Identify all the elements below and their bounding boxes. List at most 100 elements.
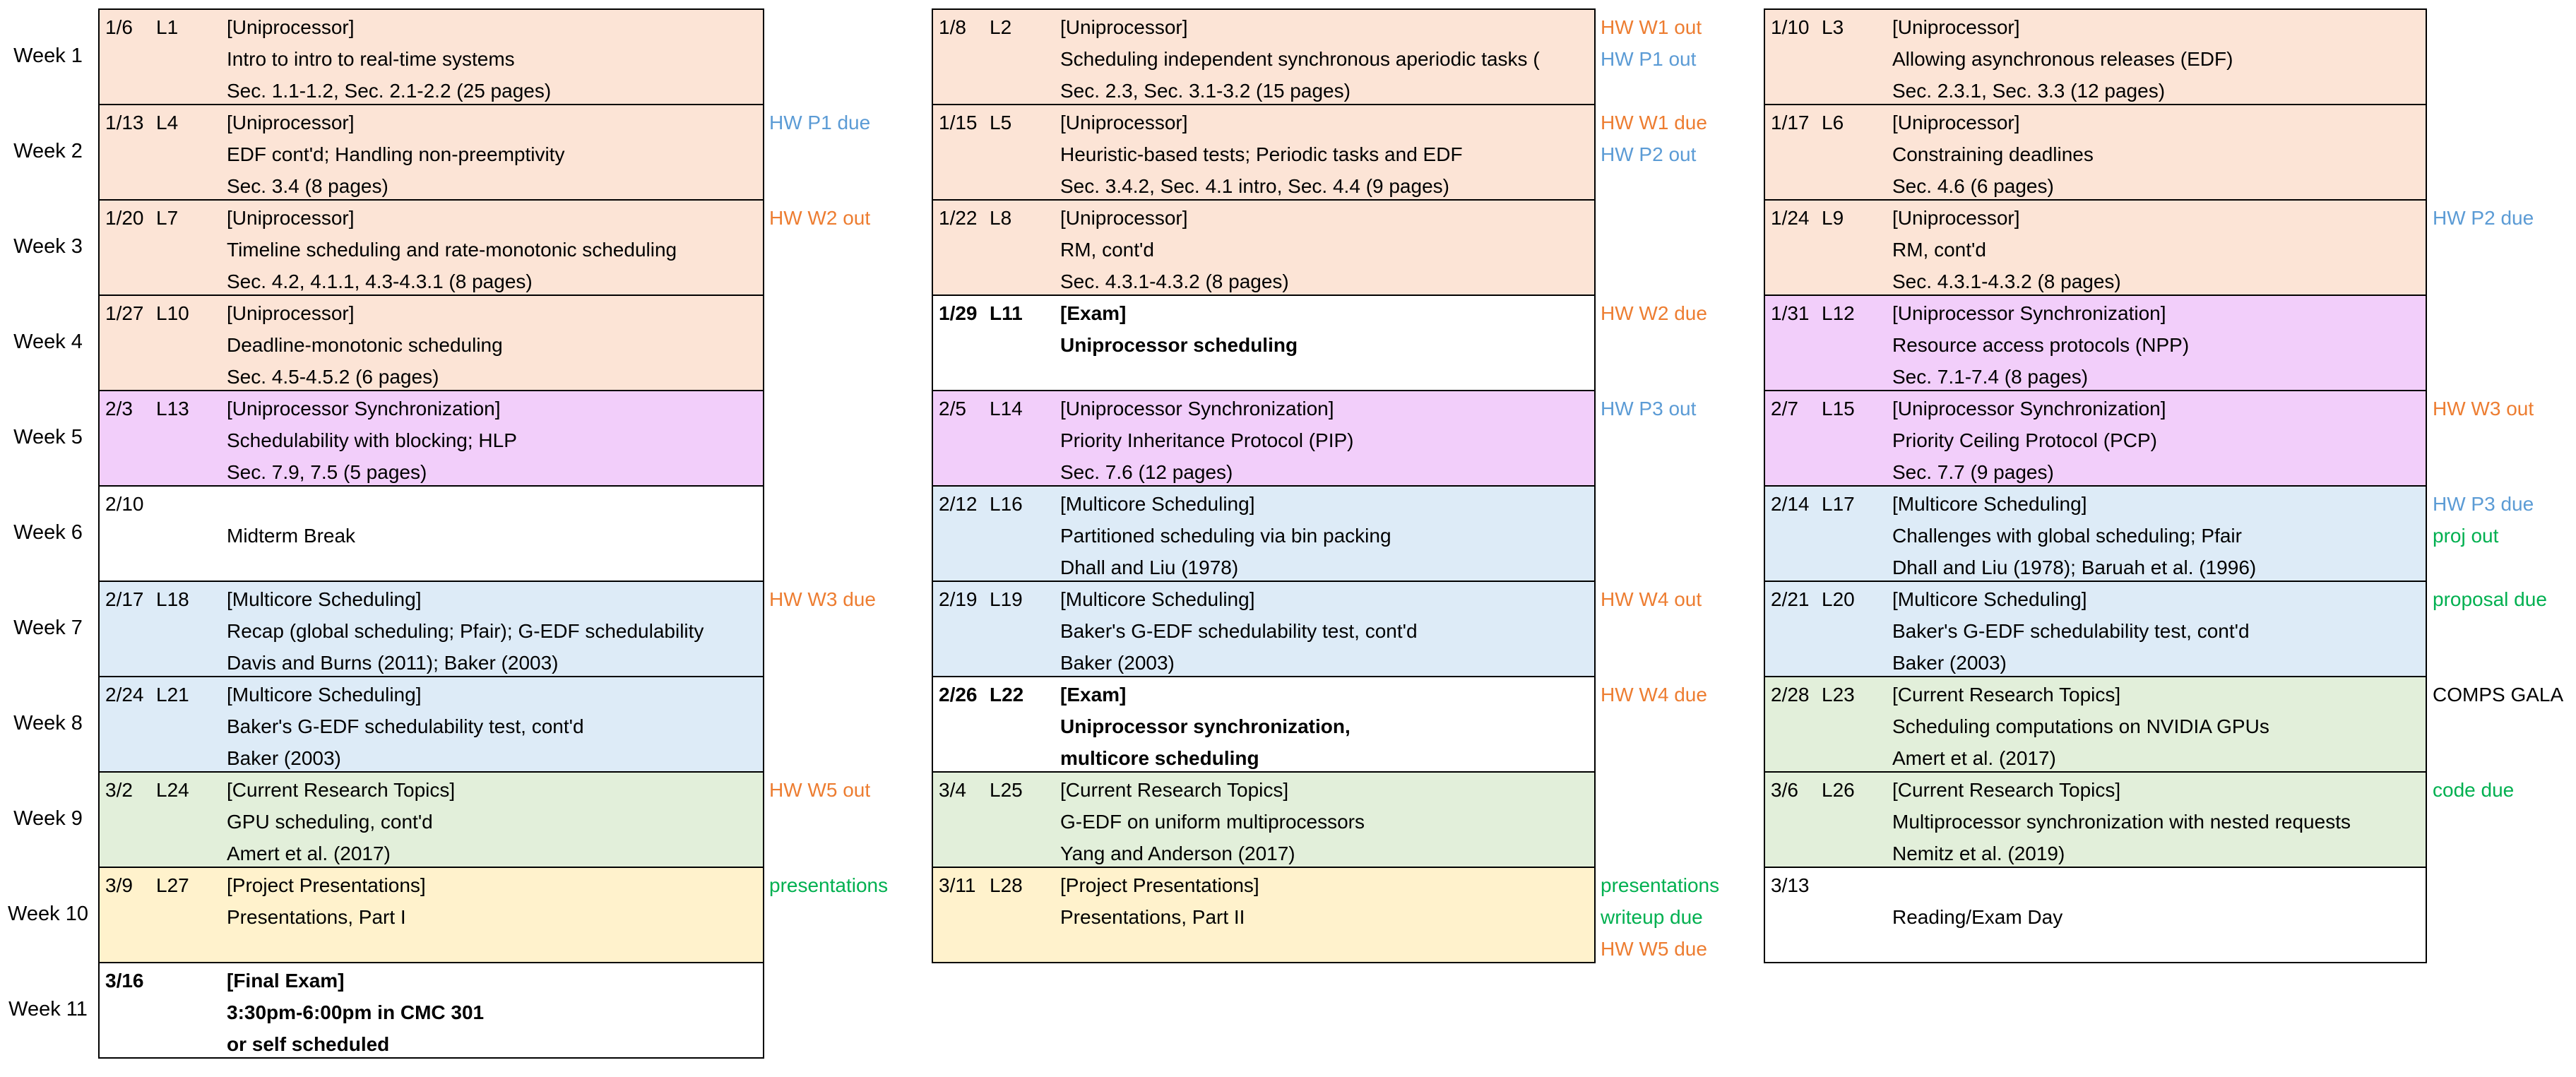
lecture-description: [Uniprocessor] Intro to intro to real-tim… — [227, 11, 552, 104]
lecture-row: 2/5 L14 [Uniprocessor Synchronization] Prio… — [932, 390, 1596, 487]
lecture-description: [Multicore Scheduling] Baker's G-EDF sche… — [1892, 583, 2250, 676]
lecture-description: [Project Presentations] Presentations, Pa… — [227, 869, 426, 962]
assignment-notes: HW W3 due — [769, 583, 876, 615]
lecture-number: L14 — [990, 398, 1023, 420]
lecture-row: 2/19 L19 [Multicore Scheduling] Baker's G-E… — [932, 581, 1596, 677]
lecture-row: 1/22 L8 [Uniprocessor] RM, cont'd Sec. 4.3.1… — [932, 199, 1596, 296]
lecture-topic: [Uniprocessor Synchronization] — [227, 398, 501, 420]
lecture-number: L6 — [1822, 112, 1844, 133]
lecture-number: L7 — [156, 207, 179, 229]
lecture-row: 1/17 L6 [Uniprocessor] Constraining deadlin… — [1764, 104, 2427, 201]
lecture-topic: [Project Presentations] — [227, 874, 426, 896]
lecture-title: G-EDF on uniform multiprocessors — [1060, 811, 1365, 833]
lecture-date: 2/28 — [1771, 684, 1810, 706]
lecture-date: 3/11 — [939, 874, 976, 896]
lecture-date: 1/24 — [1771, 207, 1810, 229]
lecture-description: [Uniprocessor] Heuristic-based tests; Per… — [1060, 107, 1463, 199]
lecture-row: 3/6 L26 [Current Research Topics] Multiproc… — [1764, 771, 2427, 868]
assignment-note: HW P2 due — [2433, 207, 2534, 229]
assignment-notes: proposal due — [2433, 583, 2547, 615]
lecture-reading: Sec. 7.9, 7.5 (5 pages) — [227, 461, 427, 483]
lecture-description: [Multicore Scheduling] Baker's G-EDF sche… — [1060, 583, 1418, 676]
lecture-date: 1/13 — [105, 112, 144, 133]
lecture-title: RM, cont'd — [1892, 239, 1986, 261]
lecture-row: 3/2 L24 [Current Research Topics] GPU sched… — [98, 771, 764, 868]
lecture-reading: Sec. 2.3, Sec. 3.1-3.2 (15 pages) — [1060, 80, 1351, 102]
lecture-date: 1/10 — [1771, 16, 1810, 38]
lecture-row: 1/6 L1 [Uniprocessor] Intro to intro to rea… — [98, 8, 764, 105]
lecture-topic: [Current Research Topics] — [1060, 779, 1289, 801]
lecture-number: L20 — [1822, 588, 1855, 610]
lecture-number: L1 — [156, 16, 179, 38]
assignment-note: HW W4 out — [1601, 588, 1702, 610]
assignment-note: HW W1 due — [1601, 112, 1707, 133]
assignment-note: proj out — [2433, 525, 2499, 547]
lecture-description: [Uniprocessor] Constraining deadlines Sec.… — [1892, 107, 2094, 199]
week-label: Week 10 — [8, 903, 88, 925]
lecture-title: Multiprocessor synchronization with nest… — [1892, 811, 2351, 833]
lecture-date: 1/22 — [939, 207, 978, 229]
lecture-number: L10 — [156, 302, 189, 324]
lecture-date: 3/6 — [1771, 779, 1798, 801]
lecture-title: Baker's G-EDF schedulability test, cont'… — [1892, 620, 2250, 642]
lecture-title: Baker's G-EDF schedulability test, cont'… — [1060, 620, 1418, 642]
assignment-notes: HW P1 due — [769, 107, 870, 138]
assignment-notes: HW W5 out — [769, 774, 870, 806]
lecture-number: L8 — [990, 207, 1012, 229]
assignment-notes: code due — [2433, 774, 2514, 806]
lecture-topic: [Multicore Scheduling] — [1060, 493, 1255, 515]
lecture-date: 2/14 — [1771, 493, 1810, 515]
lecture-title: Midterm Break — [227, 525, 356, 547]
assignment-note: HW P3 due — [2433, 493, 2534, 515]
lecture-reading — [1060, 361, 1298, 390]
lecture-topic — [227, 488, 355, 520]
lecture-date: 1/31 — [1771, 302, 1810, 324]
lecture-title: Priority Inheritance Protocol (PIP) — [1060, 429, 1354, 451]
lecture-row: 1/24 L9 [Uniprocessor] RM, cont'd Sec. 4.3.1… — [1764, 199, 2427, 296]
lecture-date: 3/2 — [105, 779, 133, 801]
lecture-title: Baker's G-EDF schedulability test, cont'… — [227, 715, 584, 737]
lecture-reading: Davis and Burns (2011); Baker (2003) — [227, 652, 559, 674]
assignment-note: presentations — [1601, 874, 1720, 896]
lecture-title: Presentations, Part II — [1060, 906, 1245, 928]
lecture-title: Scheduling computations on NVIDIA GPUs — [1892, 715, 2269, 737]
lecture-number: L13 — [156, 398, 189, 420]
lecture-row: 1/10 L3 [Uniprocessor] Allowing asynchronou… — [1764, 8, 2427, 105]
lecture-title: Uniprocessor scheduling — [1060, 334, 1298, 356]
week-label: Week 5 — [13, 426, 83, 448]
lecture-topic: [Uniprocessor] — [1060, 112, 1188, 133]
lecture-row: 1/20 L7 [Uniprocessor] Timeline scheduling … — [98, 199, 764, 296]
assignment-note: HW P2 out — [1601, 143, 1697, 165]
assignment-note: writeup due — [1601, 906, 1703, 928]
lecture-reading: Sec. 4.6 (6 pages) — [1892, 175, 2054, 197]
lecture-row: 1/29 L11 [Exam] Uniprocessor scheduling — [932, 294, 1596, 391]
lecture-title: EDF cont'd; Handling non-preemptivity — [227, 143, 565, 165]
lecture-date: 3/13 — [1771, 874, 1810, 896]
lecture-reading: Sec. 2.3.1, Sec. 3.3 (12 pages) — [1892, 80, 2166, 102]
lecture-reading: Sec. 1.1-1.2, Sec. 2.1-2.2 (25 pages) — [227, 80, 552, 102]
lecture-date: 3/4 — [939, 779, 966, 801]
lecture-reading — [1060, 933, 1259, 962]
lecture-row: 2/24 L21 [Multicore Scheduling] Baker's G-E… — [98, 676, 764, 773]
lecture-topic: [Multicore Scheduling] — [227, 684, 422, 706]
lecture-number: L25 — [990, 779, 1023, 801]
assignment-notes: HW P3 out — [1601, 393, 1696, 424]
lecture-reading: or self scheduled — [227, 1033, 390, 1055]
week-label: Week 1 — [13, 44, 83, 67]
lecture-title: Priority Ceiling Protocol (PCP) — [1892, 429, 2157, 451]
lecture-title: Resource access protocols (NPP) — [1892, 334, 2190, 356]
lecture-row: 1/8 L2 [Uniprocessor] Scheduling independen… — [932, 8, 1596, 105]
lecture-description: [Uniprocessor Synchronization] Schedulabi… — [227, 393, 517, 485]
lecture-topic: [Project Presentations] — [1060, 874, 1259, 896]
lecture-description: [Multicore Scheduling] Baker's G-EDF sche… — [227, 679, 584, 771]
assignment-note: COMPS GALA — [2433, 684, 2564, 706]
lecture-reading: Dhall and Liu (1978); Baruah et al. (199… — [1892, 557, 2257, 578]
lecture-topic: [Uniprocessor] — [1892, 207, 2020, 229]
lecture-title: Uniprocessor synchronization, — [1060, 715, 1351, 737]
lecture-topic: [Uniprocessor] — [1060, 16, 1188, 38]
lecture-row: 3/9 L27 [Project Presentations] Presentatio… — [98, 867, 764, 963]
lecture-topic: [Uniprocessor] — [227, 302, 355, 324]
lecture-description: [Uniprocessor] RM, cont'd Sec. 4.3.1-4.3.2… — [1892, 202, 2121, 294]
assignment-notes: presentations writeup due HW W5 due — [1601, 869, 1719, 965]
lecture-row: 1/13 L4 [Uniprocessor] EDF cont'd; Handling… — [98, 104, 764, 201]
